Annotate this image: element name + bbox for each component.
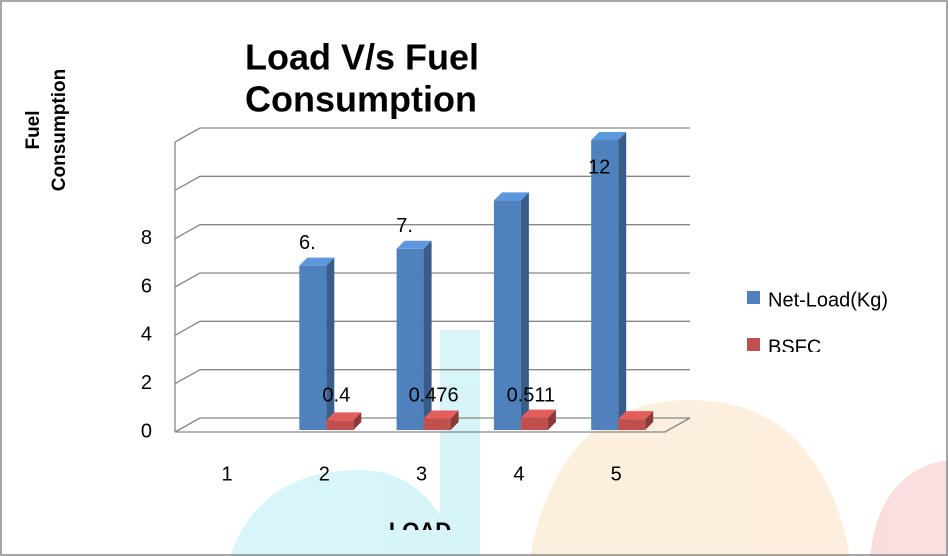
legend-label: Net-Load(Kg): [768, 289, 888, 311]
bar-front: [326, 420, 354, 430]
x-tick-label: 1: [221, 463, 232, 485]
bar-side: [547, 409, 556, 430]
bar-front: [299, 265, 327, 430]
data-label: 0.476: [409, 384, 459, 406]
floor: [175, 417, 691, 433]
x-axis-label: LOAD: [389, 518, 451, 543]
bar-side: [450, 410, 459, 430]
bar: [591, 132, 627, 430]
bar-front: [591, 140, 619, 430]
bar-top: [591, 132, 627, 140]
data-label: 0.511: [507, 384, 556, 406]
chart-title: Load V/s Fuel: [245, 37, 479, 78]
chart-title: Consumption: [245, 79, 477, 120]
bar-front: [396, 248, 424, 430]
bar-front: [493, 200, 521, 430]
bar-top: [618, 411, 654, 420]
bar-top: [299, 257, 335, 266]
x-tick-label: 2: [319, 463, 330, 485]
legend-swatch: [747, 338, 760, 351]
data-label: 7.: [396, 215, 413, 237]
data-label: 12: [588, 156, 610, 178]
legend-label: BSFC: [768, 336, 821, 358]
y-tick-label: 2: [141, 372, 152, 394]
bar-front: [423, 418, 451, 430]
bar: [520, 409, 556, 430]
bar: [326, 412, 362, 430]
grid-line: [174, 127, 690, 143]
bar-top: [423, 410, 459, 419]
bar-side: [645, 411, 654, 430]
bar: [396, 240, 432, 430]
bar-top: [396, 240, 432, 249]
bar-side: [423, 240, 432, 430]
y-tick-label: 4: [141, 324, 152, 346]
legend: Net-Load(Kg) BSFC: [747, 289, 888, 358]
bar-front: [618, 419, 646, 430]
y-axis-label: Fuel: [23, 110, 44, 149]
y-tick-label: 6: [141, 275, 152, 297]
bar-side: [618, 132, 627, 430]
bar: [299, 257, 335, 430]
y-tick-label: 8: [141, 227, 152, 249]
y-tick-label: 0: [141, 420, 152, 442]
y-axis-label: Consumption: [49, 69, 70, 191]
data-label: 0.4: [322, 384, 350, 406]
bar-front: [520, 417, 548, 430]
bar-top: [326, 412, 362, 421]
legend-swatch: [747, 291, 760, 304]
watermark: [230, 330, 948, 556]
bar-side: [520, 192, 529, 430]
bar-top: [493, 192, 529, 201]
bar: [493, 192, 529, 430]
x-tick-label: 4: [513, 463, 524, 485]
data-label: 6.: [299, 232, 316, 254]
grid-line: [174, 175, 690, 191]
bar-top: [520, 409, 556, 418]
x-tick-label: 5: [611, 463, 622, 485]
x-tick-label: 3: [416, 463, 427, 485]
bar: [423, 410, 459, 430]
bar: [618, 411, 654, 430]
bar-side: [353, 412, 362, 430]
bar-side: [326, 257, 335, 430]
